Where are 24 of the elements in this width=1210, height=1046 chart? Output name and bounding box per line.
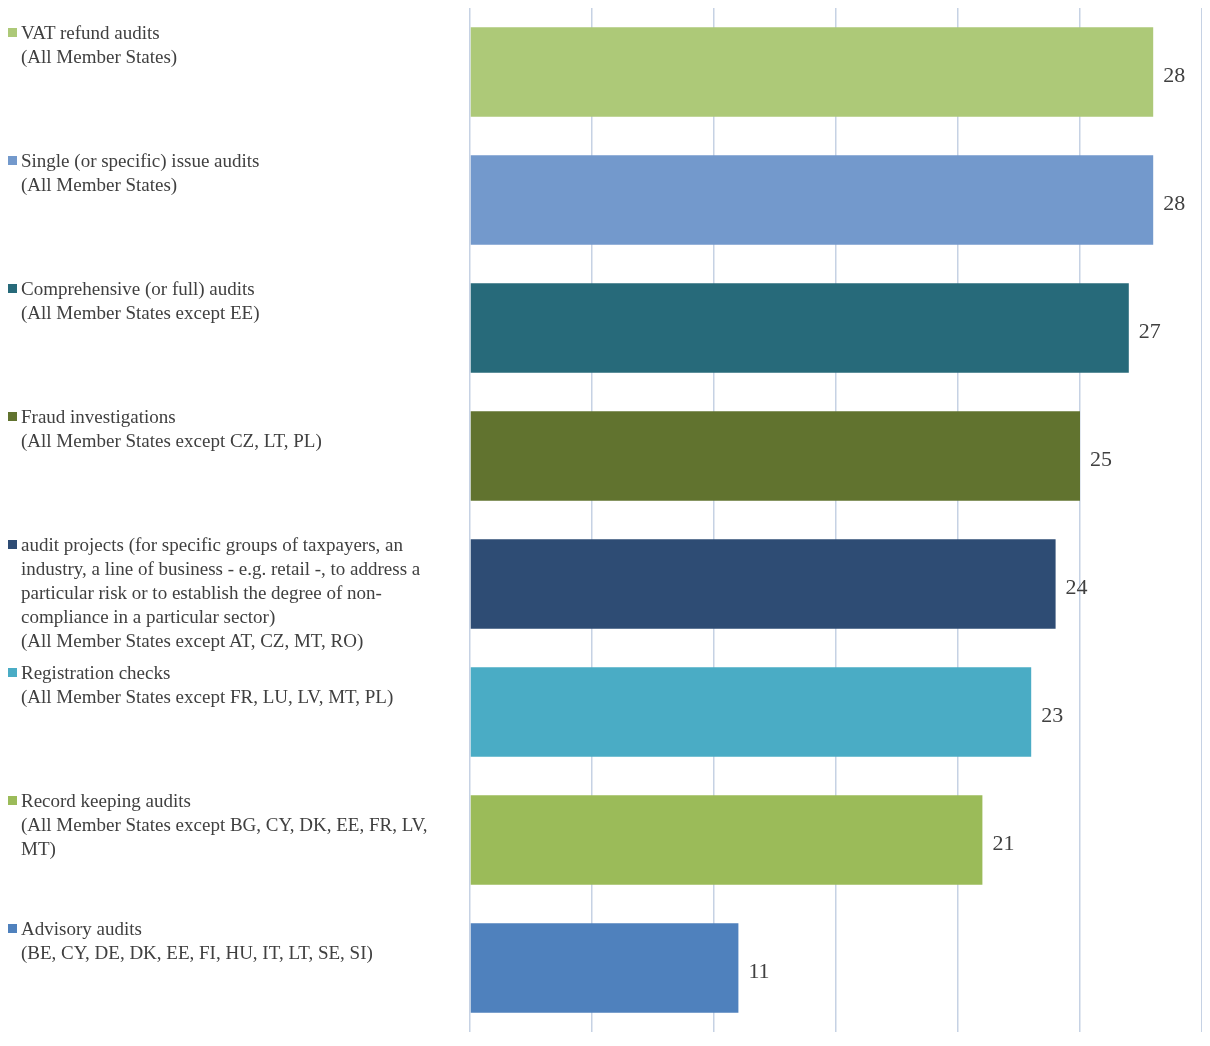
- data-label: 28: [1163, 61, 1186, 87]
- y-tick-label: audit projects (for specific groups of taxpayers, an industry, a line of business - e.g. retail -, to address a particular risk or to establish the degree of non-compliance in a particular sector) (All Member States except AT, CZ, MT, RO): [21, 533, 422, 654]
- bar: [470, 795, 983, 885]
- y-tick-label: VAT refund audits (All Member States): [21, 21, 178, 70]
- y-tick-label: Advisory audits (BE, CY, DE, DK, EE, FI, HU, IT, LT, SE, SI): [21, 917, 373, 966]
- data-label: 23: [1041, 701, 1064, 727]
- data-label: 25: [1090, 445, 1112, 471]
- bar: [470, 923, 739, 1013]
- bar: [470, 27, 1154, 117]
- data-label: 21: [992, 829, 1015, 855]
- data-label: 27: [1138, 317, 1161, 343]
- bar: [470, 283, 1129, 373]
- bar: [470, 539, 1056, 629]
- data-label: 24: [1065, 573, 1088, 599]
- y-tick-label: Record keeping audits (All Member States except BG, CY, DK, EE, FR, LV, MT): [21, 789, 429, 862]
- bar: [470, 667, 1032, 757]
- data-label: 11: [748, 957, 770, 983]
- y-tick-label: Comprehensive (or full) audits (All Member States except EE): [21, 277, 260, 326]
- y-tick-label: Registration checks (All Member States except FR, LU, LV, MT, PL): [21, 661, 394, 710]
- y-tick-label: Fraud investigations (All Member States except CZ, LT, PL): [21, 405, 322, 454]
- bar: [470, 155, 1154, 245]
- data-label: 28: [1163, 189, 1186, 215]
- y-tick-label: Single (or specific) issue audits (All Member States): [21, 149, 260, 198]
- bar: [470, 411, 1080, 501]
